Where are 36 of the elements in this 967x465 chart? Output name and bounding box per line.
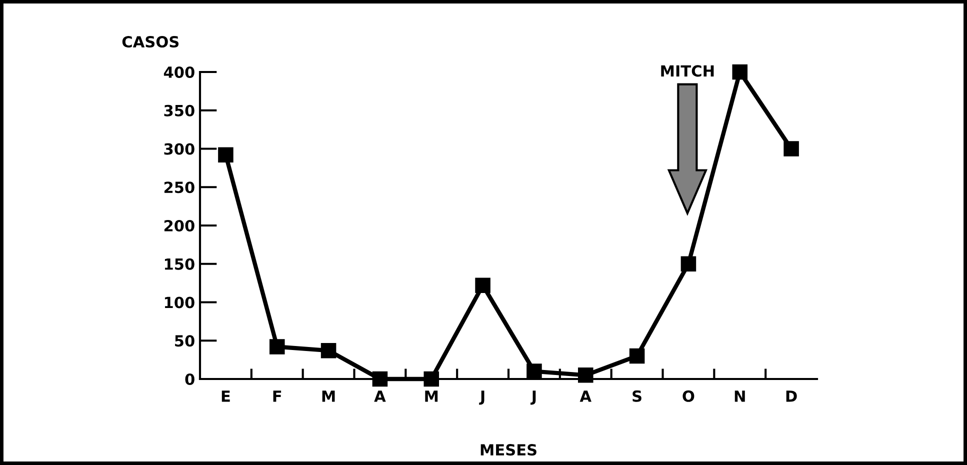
point — [578, 368, 594, 383]
y-tick-label: 200 — [164, 220, 194, 232]
x-tick-label: J — [530, 390, 536, 405]
y-tick-label: 0 — [185, 373, 194, 386]
point — [475, 278, 490, 294]
annotation: MITCH — [661, 65, 714, 77]
point — [218, 147, 234, 163]
x-tick-label: A — [580, 390, 592, 402]
y-tick-label: 100 — [164, 296, 194, 308]
x-tick-label: D — [786, 390, 797, 402]
x-tick-label: S — [632, 390, 642, 402]
y-tick-label: 300 — [164, 143, 194, 155]
point — [680, 256, 696, 272]
point — [732, 64, 748, 80]
x-axis-title: MESES — [480, 444, 536, 456]
x-tick-label: M — [322, 390, 335, 402]
y-tick-label: 150 — [164, 258, 194, 270]
x-tick-label: E — [222, 390, 230, 402]
point — [629, 348, 645, 364]
y-tick-label: 50 — [175, 335, 194, 347]
point — [526, 364, 542, 379]
point — [269, 339, 285, 354]
x-tick-label: N — [734, 390, 745, 402]
x-tick-label: A — [374, 390, 386, 402]
x-tick-label: M — [425, 390, 438, 402]
point — [320, 342, 336, 358]
x-tick-label: O — [682, 390, 694, 402]
x-tick-label: J — [479, 390, 484, 405]
point — [424, 371, 440, 387]
point — [372, 371, 388, 387]
y-tick-label: 250 — [164, 182, 194, 194]
point — [784, 141, 799, 156]
x-tick-label: F — [273, 390, 282, 402]
y-axis-title: CASOS — [122, 36, 179, 48]
y-tick-label: 350 — [164, 104, 194, 116]
y-tick-label: 400 — [164, 66, 194, 78]
